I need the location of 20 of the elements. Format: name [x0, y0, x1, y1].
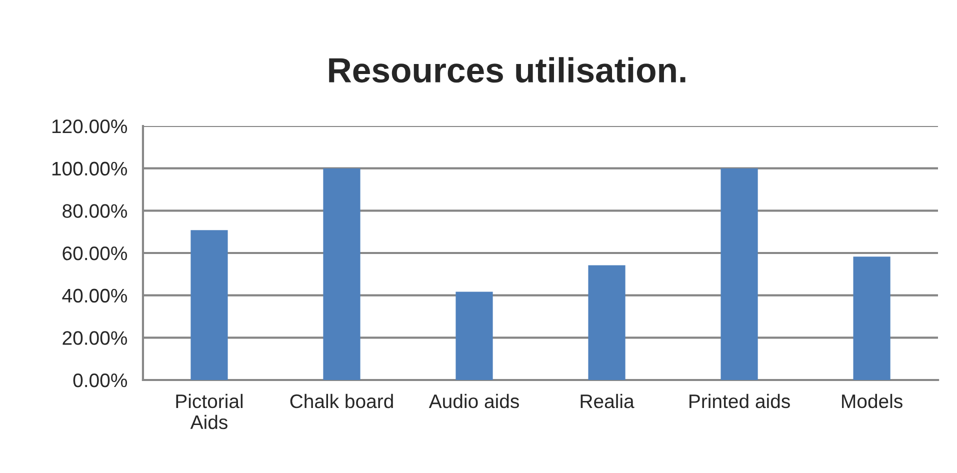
x-tick-label: Printed aids: [690, 394, 790, 408]
x-tick-label: Chalk board: [290, 394, 393, 408]
bar: [853, 256, 890, 380]
x-tick-label: Audio aids: [428, 394, 519, 408]
y-tick-label: 20.00%: [62, 331, 128, 345]
y-tick-label: 120.00%: [52, 119, 128, 134]
bar: [190, 230, 228, 380]
x-tick-label: Pictorial Aids: [176, 394, 243, 430]
bar: [456, 292, 493, 380]
x-tick-label: Models: [842, 394, 902, 408]
chart-title: Resources utilisation.: [329, 57, 686, 83]
y-tick-label: 0.00%: [73, 373, 128, 388]
y-tick-label: 40.00%: [62, 288, 128, 303]
y-tick-label: 60.00%: [62, 246, 128, 260]
bar: [720, 168, 758, 380]
y-tick-label: 100.00%: [52, 162, 128, 176]
x-tick-label: Realia: [580, 394, 634, 408]
y-tick-label: 80.00%: [62, 204, 128, 218]
bar: [588, 265, 626, 380]
bar: [323, 168, 360, 380]
